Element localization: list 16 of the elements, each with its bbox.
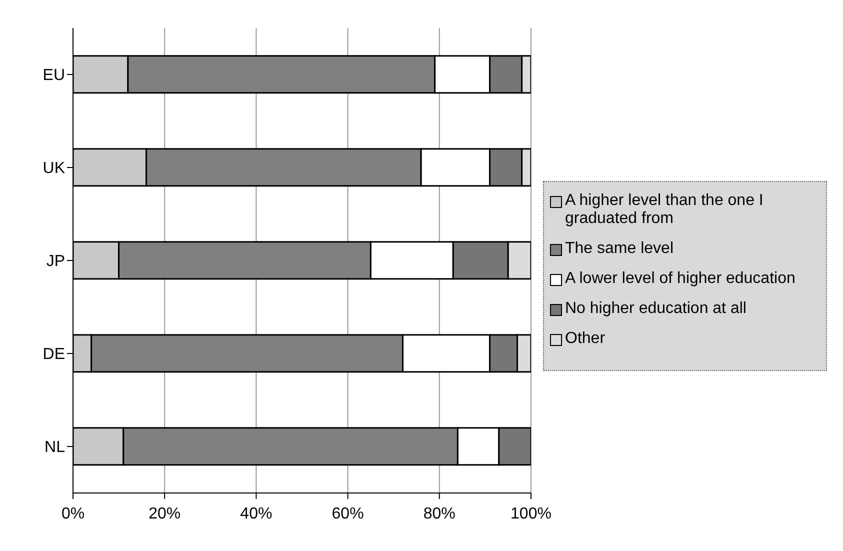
legend-label: A higher level than the one I graduated from xyxy=(565,192,764,228)
y-tick-label: UK xyxy=(42,160,66,178)
x-tick-label: 60% xyxy=(332,505,364,522)
x-tick-label: 100% xyxy=(510,505,552,522)
legend-label: A lower level of higher education xyxy=(565,270,796,288)
legend-label: Other xyxy=(565,330,606,348)
legend-label: The same level xyxy=(565,240,674,258)
y-tick-label: JP xyxy=(46,253,65,270)
x-tick-label: 20% xyxy=(148,505,181,522)
x-tick-label: 40% xyxy=(240,505,272,522)
y-tick-label: EU xyxy=(42,67,65,84)
y-tick-label: NL xyxy=(44,439,66,456)
y-tick-label: DE xyxy=(42,346,65,364)
x-tick-label: 0% xyxy=(61,505,85,522)
legend-label: No higher education at all xyxy=(565,300,746,318)
x-tick-label: 80% xyxy=(423,505,456,522)
